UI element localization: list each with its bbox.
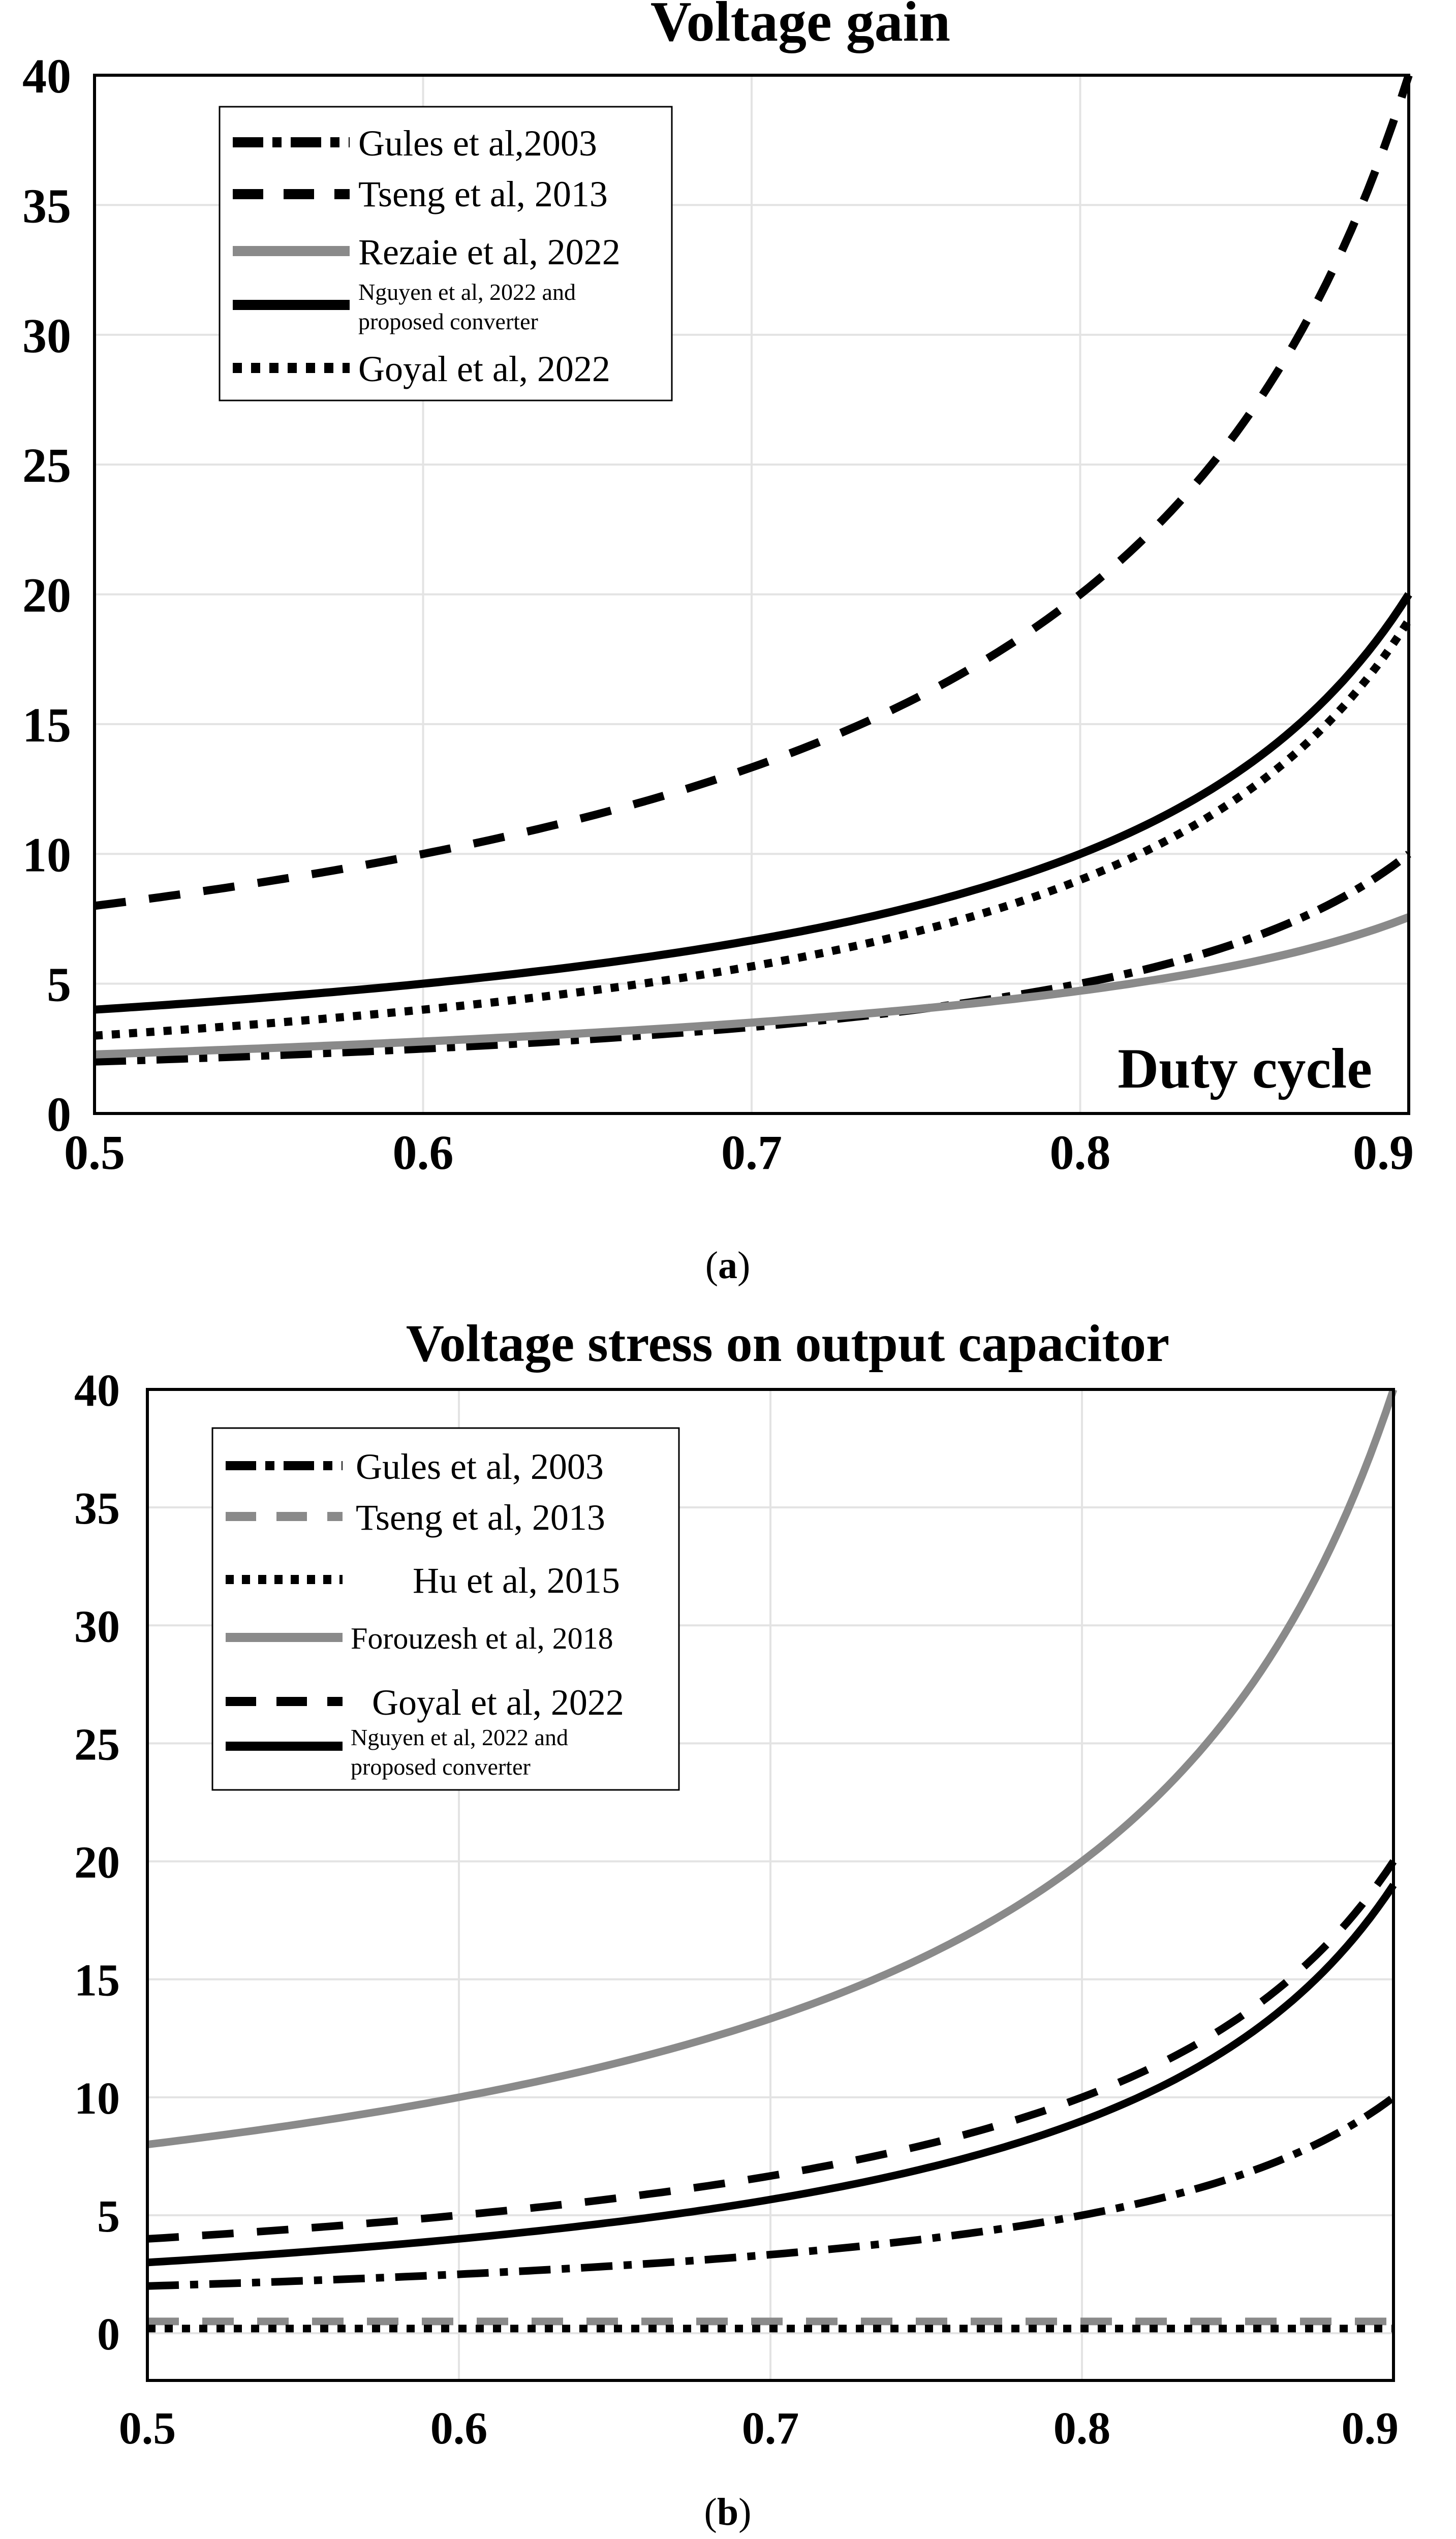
chart-b-legend-box bbox=[211, 1427, 680, 1791]
chart-b-y-ticks: 0 5 10 15 20 25 30 35 40 bbox=[74, 1366, 120, 2360]
chart-b-plot-frame bbox=[146, 1388, 1395, 2382]
chart-b-ytick-15: 15 bbox=[74, 1956, 120, 2006]
chart-a-ytick-5: 5 bbox=[47, 957, 71, 1012]
chart-a-ytick-35: 35 bbox=[22, 178, 71, 233]
chart-b-ytick-10: 10 bbox=[74, 2073, 120, 2124]
legend-a-label-goyal: Goyal et al, 2022 bbox=[358, 349, 610, 389]
chart-a-xtick-0.5: 0.5 bbox=[64, 1125, 125, 1180]
chart-a-series-goyal-et-al-2022 bbox=[94, 618, 1412, 1040]
chart-b-series bbox=[147, 1388, 1398, 2333]
chart-a-ytick-40: 40 bbox=[22, 49, 71, 103]
chart-b-ytick-30: 30 bbox=[74, 1601, 120, 1652]
chart-b-series-goyal-et-al-2022 bbox=[147, 1859, 1397, 2243]
chart-b-series-gules-et-al-2003 bbox=[147, 2094, 1396, 2290]
chart-b-ytick-0: 0 bbox=[97, 2309, 120, 2360]
chart-a-series-tseng-et-al-2013 bbox=[94, 74, 1413, 910]
chart-a-y-ticks: 0 5 10 15 20 25 30 35 40 bbox=[22, 49, 71, 1141]
chart-a-ytick-10: 10 bbox=[22, 827, 71, 882]
chart-a-ytick-0: 0 bbox=[47, 1087, 71, 1141]
legend-b-label-nguyen-line1: Nguyen et al, 2022 and bbox=[351, 1724, 568, 1750]
legend-b-label-tseng: Tseng et al, 2013 bbox=[356, 1497, 605, 1538]
chart-b-x-ticks: 0.5 0.6 0.7 0.8 0.9 bbox=[119, 2403, 1399, 2454]
chart-b-ytick-25: 25 bbox=[74, 1719, 120, 1770]
chart-a-ytick-20: 20 bbox=[22, 568, 71, 623]
caption-a-letter: a bbox=[718, 1244, 737, 1287]
chart-b-ytick-5: 5 bbox=[97, 2191, 120, 2242]
legend-b-label-forouzesh: Forouzesh et al, 2018 bbox=[351, 1622, 613, 1655]
chart-b-legend: Gules et al, 2003 Tseng et al, 2013 Hu e… bbox=[211, 1427, 680, 1791]
panel-b: Voltage stress on output capacitor 0 5 1… bbox=[74, 1314, 1399, 2533]
chart-b-title: Voltage stress on output capacitor bbox=[406, 1314, 1169, 1373]
legend-a-label-nguyen-line1: Nguyen et al, 2022 and bbox=[358, 279, 576, 305]
chart-b-ytick-40: 40 bbox=[74, 1366, 120, 1416]
chart-a-x-ticks: 0.5 0.6 0.7 0.8 0.9 bbox=[64, 1125, 1414, 1180]
chart-a-xlabel: Duty cycle bbox=[1118, 1037, 1372, 1100]
legend-b-label-nguyen-line2: proposed converter bbox=[351, 1754, 531, 1780]
chart-b-series-nguyen-et-al-2022-and bbox=[147, 1882, 1397, 2267]
chart-b-ytick-20: 20 bbox=[74, 1838, 120, 1888]
legend-a-label-nguyen-line2: proposed converter bbox=[358, 308, 538, 334]
chart-a-series-rezaie-et-al-2022 bbox=[94, 913, 1410, 1059]
chart-a-series-gules-et-al-2003 bbox=[94, 850, 1411, 1066]
chart-a-ytick-30: 30 bbox=[22, 308, 71, 363]
chart-a-plot-frame bbox=[93, 74, 1410, 1115]
chart-a-xtick-0.9: 0.9 bbox=[1353, 1125, 1414, 1180]
legend-b-label-goyal: Goyal et al, 2022 bbox=[372, 1682, 624, 1723]
legend-a-label-gules: Gules et al,2003 bbox=[358, 123, 597, 164]
chart-a-ytick-25: 25 bbox=[22, 438, 71, 492]
chart-a-series-nguyen-et-al-2022-and bbox=[94, 592, 1412, 1014]
chart-a-ytick-15: 15 bbox=[22, 698, 71, 752]
chart-b-ytick-35: 35 bbox=[74, 1483, 120, 1534]
chart-a-xtick-0.8: 0.8 bbox=[1050, 1125, 1111, 1180]
chart-b-xtick-0.9: 0.9 bbox=[1342, 2403, 1399, 2454]
caption-b-letter: b bbox=[717, 2491, 738, 2533]
chart-b-xtick-0.5: 0.5 bbox=[119, 2403, 176, 2454]
chart-b-xtick-0.6: 0.6 bbox=[430, 2403, 488, 2454]
chart-a-xtick-0.6: 0.6 bbox=[393, 1125, 454, 1180]
chart-a-series bbox=[94, 74, 1413, 1066]
caption-b: (b) bbox=[704, 2491, 752, 2533]
legend-b-label-gules: Gules et al, 2003 bbox=[356, 1446, 604, 1487]
chart-a-legend: Gules et al,2003 Tseng et al, 2013 Rezai… bbox=[219, 106, 673, 401]
chart-a-title: Voltage gain bbox=[650, 0, 950, 53]
legend-b-label-hu: Hu et al, 2015 bbox=[413, 1560, 620, 1601]
legend-a-label-tseng: Tseng et al, 2013 bbox=[358, 174, 608, 214]
chart-b-series-forouzesh-et-al-2018 bbox=[147, 1388, 1398, 2149]
legend-a-label-rezaie: Rezaie et al, 2022 bbox=[358, 232, 621, 272]
chart-a-xtick-0.7: 0.7 bbox=[721, 1125, 782, 1180]
caption-a: (a) bbox=[705, 1244, 751, 1287]
panel-a: Voltage gain 0 5 10 15 20 25 30 35 40 0.… bbox=[22, 0, 1414, 1287]
chart-b-xtick-0.8: 0.8 bbox=[1054, 2403, 1111, 2454]
chart-b-xtick-0.7: 0.7 bbox=[742, 2403, 799, 2454]
